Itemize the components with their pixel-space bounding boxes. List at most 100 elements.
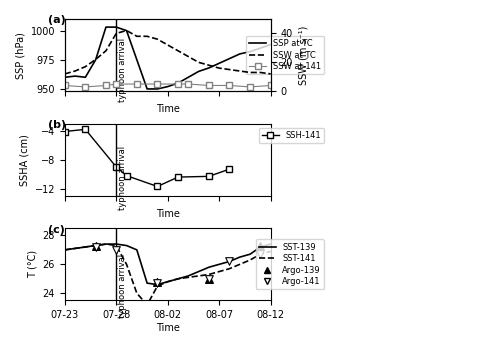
SST-141 [175,277,181,281]
Argo-139 [256,243,264,248]
Line: SSW at TC: SSW at TC [65,31,270,74]
SSP at TC [247,49,253,54]
Argo-141 [256,251,264,257]
SSW at TC [82,65,88,69]
SSW at TC [258,70,264,74]
SSW at TC [216,66,222,70]
Argo-139 [154,279,162,284]
SSP at TC [268,42,274,47]
SST-139 [92,244,98,248]
Line: SSP at TC: SSP at TC [65,27,270,89]
SSW at TC [154,37,160,41]
SST-141 [247,258,253,262]
SST-139 [216,262,222,267]
SSP at TC [72,74,78,78]
SSP at TC [216,61,222,65]
SST-139 [134,248,140,252]
SST-141 [82,245,88,249]
SST-139 [72,246,78,251]
SSW at 141 [206,84,212,88]
SSW at TC [124,29,130,33]
SST-139 [164,279,170,284]
Legend: SSH-141: SSH-141 [258,128,324,143]
SST-139 [196,269,202,274]
Y-axis label: SSW (m s⁻¹): SSW (m s⁻¹) [298,25,308,85]
SSP at TC [114,25,119,29]
SSP at TC [206,66,212,70]
Text: Time: Time [156,104,180,114]
SSW at TC [92,57,98,62]
Legend: SST-139, SST-141, Argo-139, Argo-141: SST-139, SST-141, Argo-139, Argo-141 [256,239,324,290]
SST-141 [134,291,140,295]
SSW at 141 [103,84,109,88]
SST-141 [114,244,119,248]
SSW at TC [206,63,212,67]
SSW at 141 [186,82,192,86]
Line: SST-139: SST-139 [65,244,270,285]
SSW at 141 [62,84,68,88]
SST-141 [226,267,232,271]
SST-139 [103,242,109,246]
Argo-141 [226,259,234,264]
SSW at 141 [175,82,181,86]
SST-141 [196,274,202,278]
SSP at TC [144,87,150,91]
SSW at TC [175,49,181,53]
SSW at TC [196,60,202,64]
SSP at TC [82,75,88,79]
SSW at 141 [154,82,160,86]
SST-141 [237,262,243,267]
SST-139 [268,242,274,246]
SST-141 [216,269,222,274]
SSW at TC [226,68,232,72]
SSW at TC [134,34,140,38]
SSW at TC [62,72,68,76]
SST-141 [268,249,274,253]
SST-139 [62,248,68,252]
Text: Time: Time [156,209,180,219]
Text: (b): (b) [48,120,66,130]
Legend: SSP at TC, SSW at TC, SSW at 141: SSP at TC, SSW at TC, SSW at 141 [246,36,324,74]
Text: (a): (a) [48,15,66,25]
SST-139 [186,274,192,278]
SSP at TC [124,29,130,33]
SSP at TC [154,87,160,91]
SST-141 [164,279,170,284]
X-axis label: Time: Time [156,323,180,333]
SSP at TC [196,69,202,73]
SST-139 [124,244,130,248]
SSW at TC [103,49,109,53]
SSW at 141 [226,84,232,88]
Y-axis label: SSHA (cm): SSHA (cm) [19,134,29,185]
SST-139 [114,242,119,246]
SSP at TC [175,81,181,85]
Y-axis label: T (°C): T (°C) [27,250,37,278]
SST-141 [124,262,130,267]
Argo-141 [205,276,213,282]
SSP at TC [164,85,170,89]
Text: (c): (c) [48,224,65,235]
SST-139 [144,281,150,285]
SSW at TC [144,34,150,38]
SSP at TC [103,25,109,29]
SSP at TC [226,56,232,61]
Argo-139 [92,243,100,248]
Line: SST-141: SST-141 [65,244,270,305]
SST-141 [206,272,212,277]
SST-141 [72,246,78,251]
Line: SSW at 141: SSW at 141 [62,81,274,90]
Argo-139 [205,276,213,282]
SSW at 141 [247,85,253,89]
SSP at TC [134,58,140,62]
SSW at 141 [82,85,88,89]
Text: typhoon arrival: typhoon arrival [118,146,127,210]
SSW at 141 [268,84,274,88]
SSW at TC [72,69,78,73]
SSW at TC [268,72,274,76]
SST-141 [103,242,109,246]
SSP at TC [237,52,243,56]
SSW at TC [164,43,170,47]
SST-141 [92,244,98,248]
SST-139 [82,245,88,249]
SSP at TC [92,58,98,62]
